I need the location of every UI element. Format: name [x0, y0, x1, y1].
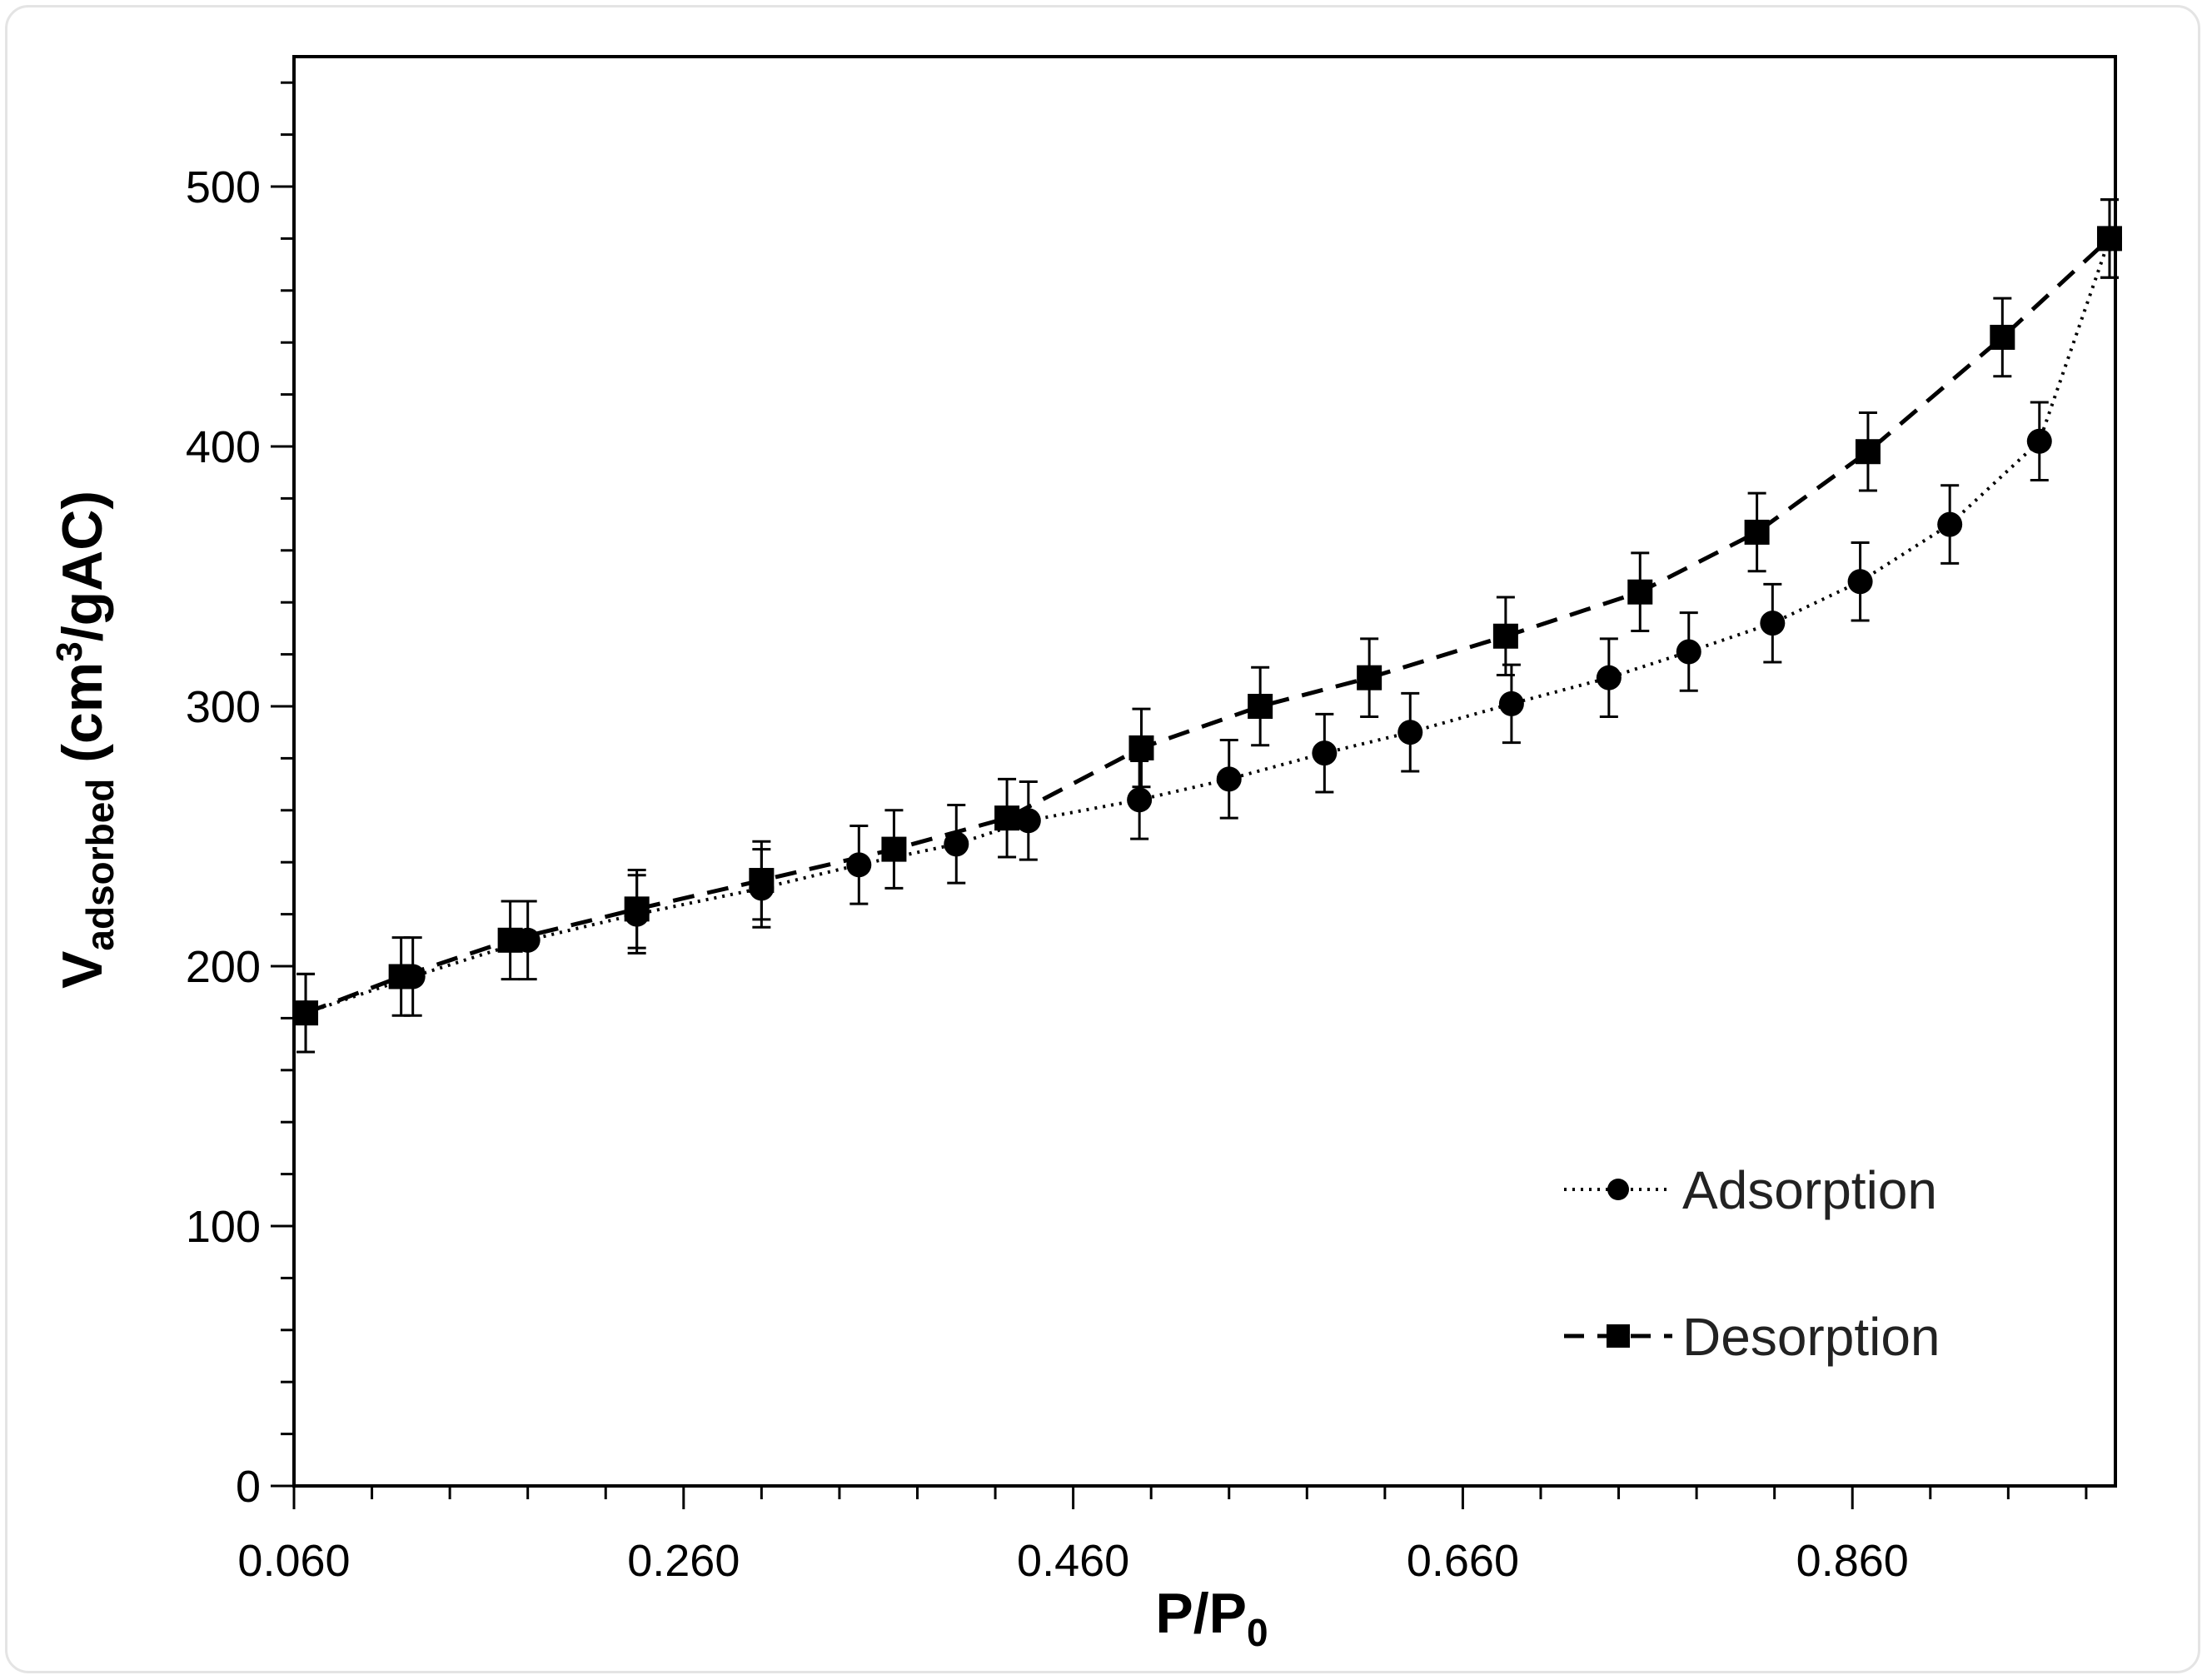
desorption-point	[388, 964, 414, 990]
y-axis-title-subscript: adsorbed	[78, 779, 122, 951]
adsorption-point	[1397, 720, 1423, 745]
y-tick-label: 0	[236, 1462, 261, 1512]
desorption-point	[749, 868, 775, 894]
desorption-point	[994, 805, 1020, 831]
desorption-point	[1492, 623, 1518, 649]
y-axis-title: Vadsorbed (cm3/gAC)	[49, 491, 122, 989]
adsorption-line	[305, 237, 2111, 1015]
y-axis-title-unit: (cm	[51, 662, 114, 779]
desorption-point	[1855, 439, 1881, 465]
desorption-point	[1627, 579, 1653, 605]
tick-labels: 0 100 200 300 400 500 0.060 0.260 0.460 0.660 0.86…	[186, 162, 1909, 1586]
adsorption-point	[1498, 690, 1524, 716]
y-tick-label: 500	[186, 162, 261, 212]
legend-adsorption-marker	[1607, 1179, 1629, 1200]
x-tick-label: 0.060	[237, 1536, 350, 1586]
y-axis-title-main: V	[51, 951, 114, 989]
legend-desorption-marker	[1607, 1324, 1630, 1348]
legend-item-adsorption: Adsorption	[1564, 1160, 1937, 1220]
x-axis-title-main: P/P	[1155, 1582, 1247, 1645]
adsorption-point	[1937, 511, 1963, 537]
adsorption-point	[1127, 787, 1153, 813]
y-tick-label: 100	[186, 1202, 261, 1252]
adsorption-point	[1676, 639, 1701, 665]
y-axis-title-superscript: 3	[49, 641, 90, 661]
series-layer	[293, 198, 2122, 1054]
desorption-point	[1248, 694, 1273, 719]
desorption-point	[497, 927, 523, 953]
desorption-point	[1128, 735, 1154, 760]
x-tick-label: 0.860	[1796, 1536, 1909, 1586]
desorption-point	[881, 836, 907, 862]
desorption-point	[293, 1000, 319, 1026]
adsorption-point	[2026, 428, 2052, 454]
y-tick-label: 200	[186, 942, 261, 992]
legend: Adsorption Desorption	[1564, 1160, 1940, 1367]
adsorption-point	[1015, 808, 1041, 834]
x-tick-label: 0.460	[1017, 1536, 1129, 1586]
series-desorption	[293, 198, 2122, 1054]
legend-desorption-label: Desorption	[1682, 1307, 1940, 1367]
x-tick-label: 0.260	[627, 1536, 740, 1586]
desorption-line	[305, 237, 2111, 1015]
desorption-point	[1990, 324, 2015, 350]
adsorption-point	[1216, 766, 1242, 792]
x-axis-title-subscript: 0	[1247, 1611, 1268, 1654]
x-axis-title: P/P0	[1155, 1582, 1268, 1654]
adsorption-point	[1312, 740, 1338, 766]
y-tick-label: 400	[186, 422, 261, 472]
desorption-point	[2096, 226, 2122, 252]
desorption-point	[1357, 665, 1382, 690]
adsorption-point	[1596, 665, 1622, 690]
desorption-point	[1744, 519, 1770, 545]
chart-frame	[5, 5, 2200, 1673]
adsorption-point	[944, 831, 969, 857]
legend-item-desorption: Desorption	[1564, 1307, 1940, 1367]
legend-adsorption-label: Adsorption	[1682, 1160, 1937, 1220]
x-tick-label: 0.660	[1407, 1536, 1519, 1586]
axis-ticks	[271, 81, 2088, 1509]
plot-area-frame	[292, 55, 2117, 1488]
adsorption-point	[1760, 611, 1786, 636]
y-axis-title-tail: /gAC)	[51, 491, 114, 641]
adsorption-point	[1847, 569, 1873, 595]
y-tick-label: 300	[186, 682, 261, 732]
desorption-point	[624, 896, 650, 922]
series-adsorption	[293, 198, 2122, 1054]
